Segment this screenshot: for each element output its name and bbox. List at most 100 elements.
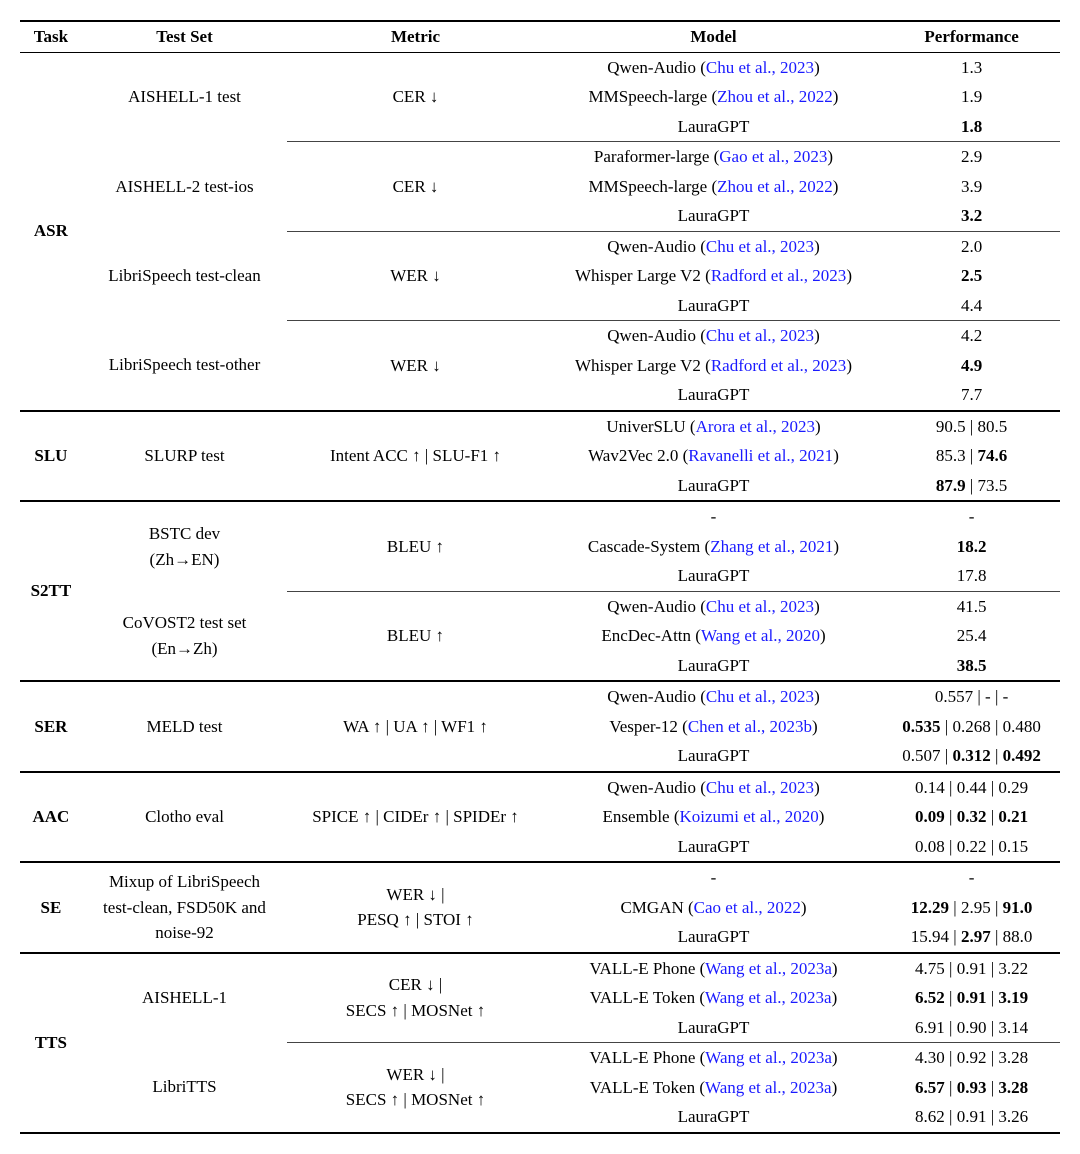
model-cell: LauraGPT bbox=[544, 561, 883, 591]
model-cell: LauraGPT bbox=[544, 922, 883, 953]
model-cell: - bbox=[544, 501, 883, 532]
perf-cell: 4.75 | 0.91 | 3.22 bbox=[883, 953, 1060, 984]
perf-cell: 6.91 | 0.90 | 3.14 bbox=[883, 1013, 1060, 1043]
metric-cell: Intent ACC ↑ | SLU-F1 ↑ bbox=[287, 411, 544, 502]
model-cell: VALL-E Token (Wang et al., 2023a) bbox=[544, 983, 883, 1013]
table-row: TTSAISHELL-1CER ↓ |SECS ↑ | MOSNet ↑VALL… bbox=[20, 953, 1060, 984]
citation-link[interactable]: Cao et al., 2022 bbox=[694, 898, 801, 917]
perf-cell: 4.9 bbox=[883, 351, 1060, 381]
model-cell: Qwen-Audio (Chu et al., 2023) bbox=[544, 321, 883, 351]
testset-cell: LibriSpeech test-other bbox=[82, 321, 287, 411]
perf-cell: 6.57 | 0.93 | 3.28 bbox=[883, 1073, 1060, 1103]
citation-link[interactable]: Chen et al., 2023b bbox=[688, 717, 812, 736]
table-row: AISHELL-2 test-iosCER ↓Paraformer-large … bbox=[20, 142, 1060, 172]
model-cell: VALL-E Phone (Wang et al., 2023a) bbox=[544, 1043, 883, 1073]
metric-cell: WA ↑ | UA ↑ | WF1 ↑ bbox=[287, 681, 544, 772]
perf-cell: 0.535 | 0.268 | 0.480 bbox=[883, 712, 1060, 742]
table-row: SLUSLURP testIntent ACC ↑ | SLU-F1 ↑Univ… bbox=[20, 411, 1060, 442]
testset-cell: LibriSpeech test-clean bbox=[82, 231, 287, 321]
perf-cell: 2.5 bbox=[883, 261, 1060, 291]
testset-cell: SLURP test bbox=[82, 411, 287, 502]
perf-cell: 4.2 bbox=[883, 321, 1060, 351]
model-cell: Qwen-Audio (Chu et al., 2023) bbox=[544, 681, 883, 712]
model-cell: VALL-E Phone (Wang et al., 2023a) bbox=[544, 953, 883, 984]
perf-cell: 0.557 | - | - bbox=[883, 681, 1060, 712]
citation-link[interactable]: Wang et al., 2023a bbox=[705, 988, 832, 1007]
citation-link[interactable]: Chu et al., 2023 bbox=[706, 687, 814, 706]
model-cell: Paraformer-large (Gao et al., 2023) bbox=[544, 142, 883, 172]
model-cell: Vesper-12 (Chen et al., 2023b) bbox=[544, 712, 883, 742]
model-cell: LauraGPT bbox=[544, 1102, 883, 1133]
header-performance: Performance bbox=[883, 21, 1060, 52]
citation-link[interactable]: Wang et al., 2020 bbox=[701, 626, 820, 645]
task-cell: AAC bbox=[20, 772, 82, 863]
model-cell: Wav2Vec 2.0 (Ravanelli et al., 2021) bbox=[544, 441, 883, 471]
perf-cell: 6.52 | 0.91 | 3.19 bbox=[883, 983, 1060, 1013]
citation-link[interactable]: Chu et al., 2023 bbox=[706, 326, 814, 345]
perf-cell: - bbox=[883, 501, 1060, 532]
testset-cell: Clotho eval bbox=[82, 772, 287, 863]
model-cell: Qwen-Audio (Chu et al., 2023) bbox=[544, 231, 883, 261]
perf-cell: 90.5 | 80.5 bbox=[883, 411, 1060, 442]
citation-link[interactable]: Wang et al., 2023a bbox=[705, 959, 832, 978]
testset-cell: LibriTTS bbox=[82, 1043, 287, 1133]
table-row: LibriSpeech test-otherWER ↓Qwen-Audio (C… bbox=[20, 321, 1060, 351]
model-cell: Cascade-System (Zhang et al., 2021) bbox=[544, 532, 883, 562]
citation-link[interactable]: Chu et al., 2023 bbox=[706, 778, 814, 797]
citation-link[interactable]: Radford et al., 2023 bbox=[711, 356, 847, 375]
header-testset: Test Set bbox=[82, 21, 287, 52]
citation-link[interactable]: Zhou et al., 2022 bbox=[717, 177, 833, 196]
model-cell: LauraGPT bbox=[544, 380, 883, 411]
perf-cell: 1.9 bbox=[883, 82, 1060, 112]
model-cell: - bbox=[544, 862, 883, 893]
citation-link[interactable]: Wang et al., 2023a bbox=[705, 1048, 832, 1067]
task-cell: SE bbox=[20, 862, 82, 953]
perf-cell: 25.4 bbox=[883, 621, 1060, 651]
model-cell: VALL-E Token (Wang et al., 2023a) bbox=[544, 1073, 883, 1103]
citation-link[interactable]: Chu et al., 2023 bbox=[706, 58, 814, 77]
perf-cell: 87.9 | 73.5 bbox=[883, 471, 1060, 502]
perf-cell: 0.507 | 0.312 | 0.492 bbox=[883, 741, 1060, 772]
perf-cell: 4.30 | 0.92 | 3.28 bbox=[883, 1043, 1060, 1073]
metric-cell: SPICE ↑ | CIDEr ↑ | SPIDEr ↑ bbox=[287, 772, 544, 863]
table-row: SERMELD testWA ↑ | UA ↑ | WF1 ↑Qwen-Audi… bbox=[20, 681, 1060, 712]
perf-cell: 12.29 | 2.95 | 91.0 bbox=[883, 893, 1060, 923]
table-row: LibriTTSWER ↓ |SECS ↑ | MOSNet ↑VALL-E P… bbox=[20, 1043, 1060, 1073]
citation-link[interactable]: Chu et al., 2023 bbox=[706, 237, 814, 256]
metric-cell: CER ↓ bbox=[287, 142, 544, 232]
model-cell: Qwen-Audio (Chu et al., 2023) bbox=[544, 591, 883, 621]
model-cell: LauraGPT bbox=[544, 651, 883, 682]
task-cell: TTS bbox=[20, 953, 82, 1133]
metric-cell: BLEU ↑ bbox=[287, 591, 544, 681]
citation-link[interactable]: Koizumi et al., 2020 bbox=[680, 807, 819, 826]
header-task: Task bbox=[20, 21, 82, 52]
task-cell: S2TT bbox=[20, 501, 82, 681]
table-body: ASRAISHELL-1 testCER ↓Qwen-Audio (Chu et… bbox=[20, 52, 1060, 1133]
model-cell: LauraGPT bbox=[544, 201, 883, 231]
citation-link[interactable]: Arora et al., 2023 bbox=[696, 417, 815, 436]
results-table: Task Test Set Metric Model Performance A… bbox=[20, 20, 1060, 1134]
perf-cell: 2.0 bbox=[883, 231, 1060, 261]
perf-cell: 17.8 bbox=[883, 561, 1060, 591]
citation-link[interactable]: Zhou et al., 2022 bbox=[717, 87, 833, 106]
metric-cell: WER ↓ bbox=[287, 231, 544, 321]
task-cell: ASR bbox=[20, 52, 82, 411]
model-cell: MMSpeech-large (Zhou et al., 2022) bbox=[544, 172, 883, 202]
perf-cell: 2.9 bbox=[883, 142, 1060, 172]
perf-cell: 3.9 bbox=[883, 172, 1060, 202]
model-cell: LauraGPT bbox=[544, 291, 883, 321]
perf-cell: 0.14 | 0.44 | 0.29 bbox=[883, 772, 1060, 803]
citation-link[interactable]: Ravanelli et al., 2021 bbox=[688, 446, 833, 465]
table-row: AACClotho evalSPICE ↑ | CIDEr ↑ | SPIDEr… bbox=[20, 772, 1060, 803]
model-cell: MMSpeech-large (Zhou et al., 2022) bbox=[544, 82, 883, 112]
citation-link[interactable]: Chu et al., 2023 bbox=[706, 597, 814, 616]
table-row: SEMixup of LibriSpeechtest-clean, FSD50K… bbox=[20, 862, 1060, 893]
perf-cell: - bbox=[883, 862, 1060, 893]
metric-cell: WER ↓ |PESQ ↑ | STOI ↑ bbox=[287, 862, 544, 953]
citation-link[interactable]: Radford et al., 2023 bbox=[711, 266, 847, 285]
citation-link[interactable]: Gao et al., 2023 bbox=[719, 147, 827, 166]
citation-link[interactable]: Zhang et al., 2021 bbox=[710, 537, 833, 556]
perf-cell: 0.08 | 0.22 | 0.15 bbox=[883, 832, 1060, 863]
citation-link[interactable]: Wang et al., 2023a bbox=[705, 1078, 832, 1097]
testset-cell: Mixup of LibriSpeechtest-clean, FSD50K a… bbox=[82, 862, 287, 953]
